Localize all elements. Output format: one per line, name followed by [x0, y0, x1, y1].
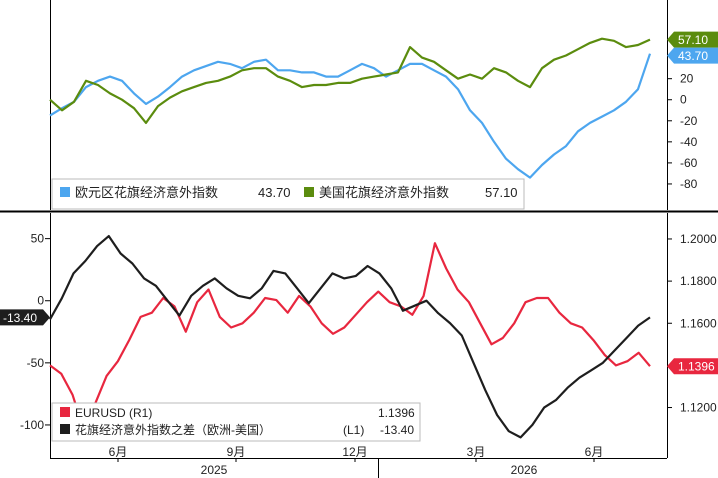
- left-last-value-text: -13.40: [3, 311, 37, 325]
- top-y-tick-label: -20: [680, 114, 698, 128]
- legend-axis-difference: (L1): [343, 423, 364, 437]
- left-y-tick-label: 0: [37, 294, 44, 308]
- left-y-tick-label: -50: [27, 356, 45, 370]
- left-last-value-badge: [0, 309, 50, 326]
- top-y-tick-label: -80: [680, 177, 698, 191]
- right-y-tick-label: 1.2000: [680, 232, 717, 246]
- top-panel-series: [49, 37, 652, 179]
- top-y-tick-label: 0: [680, 93, 687, 107]
- right-last-value-text: 1.1396: [678, 360, 715, 374]
- legend-swatch-eurusd: [60, 407, 70, 417]
- top-y-tick-label: -40: [680, 135, 698, 149]
- bottom-last-value-badges: 1.1396 -13.40: [0, 309, 718, 375]
- x-axis: 6月 9月 12月 3月 6月 2025 2026: [109, 445, 604, 477]
- x-year-label: 2026: [511, 463, 538, 477]
- x-year-label: 2025: [201, 463, 228, 477]
- bottom-series-line-1: [49, 235, 651, 439]
- right-last-value-badge: [667, 358, 718, 375]
- top-y-tick-label: -60: [680, 156, 698, 170]
- bottom-legend: EURUSD (R1) 1.1396 花旗经济意外指数之差（欧洲-美国） (L1…: [51, 402, 421, 442]
- legend-label-us: 美国花旗经济意外指数: [319, 185, 449, 200]
- legend-swatch-difference: [60, 424, 70, 434]
- top-last-value-text: 57.10: [678, 33, 708, 47]
- top-y-axis-ticks: -80 -60 -40 -20 0 20: [667, 72, 698, 191]
- legend-value-difference: -13.40: [380, 423, 414, 437]
- legend-label-eurusd: EURUSD (R1): [75, 406, 152, 420]
- legend-swatch-eurozone: [60, 187, 70, 197]
- bottom-series-line-0: [49, 242, 651, 432]
- top-series-line-0: [49, 53, 652, 179]
- right-y-tick-label: 1.1800: [680, 274, 717, 288]
- legend-value-us: 57.10: [485, 185, 518, 200]
- bottom-panel-series: [49, 235, 651, 439]
- legend-label-eurozone: 欧元区花旗经济意外指数: [75, 185, 218, 200]
- legend-value-eurozone: 43.70: [258, 185, 291, 200]
- x-tick-label: 12月: [342, 445, 367, 459]
- legend-value-eurusd: 1.1396: [378, 406, 415, 420]
- top-last-value-badge: [667, 47, 718, 64]
- top-last-value-text: 43.70: [678, 49, 708, 63]
- right-y-tick-label: 1.1200: [680, 401, 717, 415]
- x-tick-label: 9月: [227, 445, 246, 459]
- left-y-tick-label: 50: [31, 232, 45, 246]
- right-y-tick-label: 1.1600: [680, 316, 717, 330]
- top-last-value-badges: 57.10 43.70: [667, 31, 718, 64]
- top-legend: 欧元区花旗经济意外指数 43.70 美国花旗经济意外指数 57.10: [51, 178, 525, 210]
- legend-label-difference: 花旗经济意外指数之差（欧洲-美国）: [75, 422, 271, 437]
- top-last-value-badge: [667, 31, 718, 48]
- x-tick-label: 3月: [467, 445, 486, 459]
- x-tick-label: 6月: [585, 445, 604, 459]
- legend-swatch-us: [304, 187, 314, 197]
- top-series-line-1: [49, 37, 651, 125]
- top-y-tick-label: 20: [680, 72, 694, 86]
- left-y-tick-label: -100: [20, 418, 44, 432]
- x-tick-label: 6月: [109, 445, 128, 459]
